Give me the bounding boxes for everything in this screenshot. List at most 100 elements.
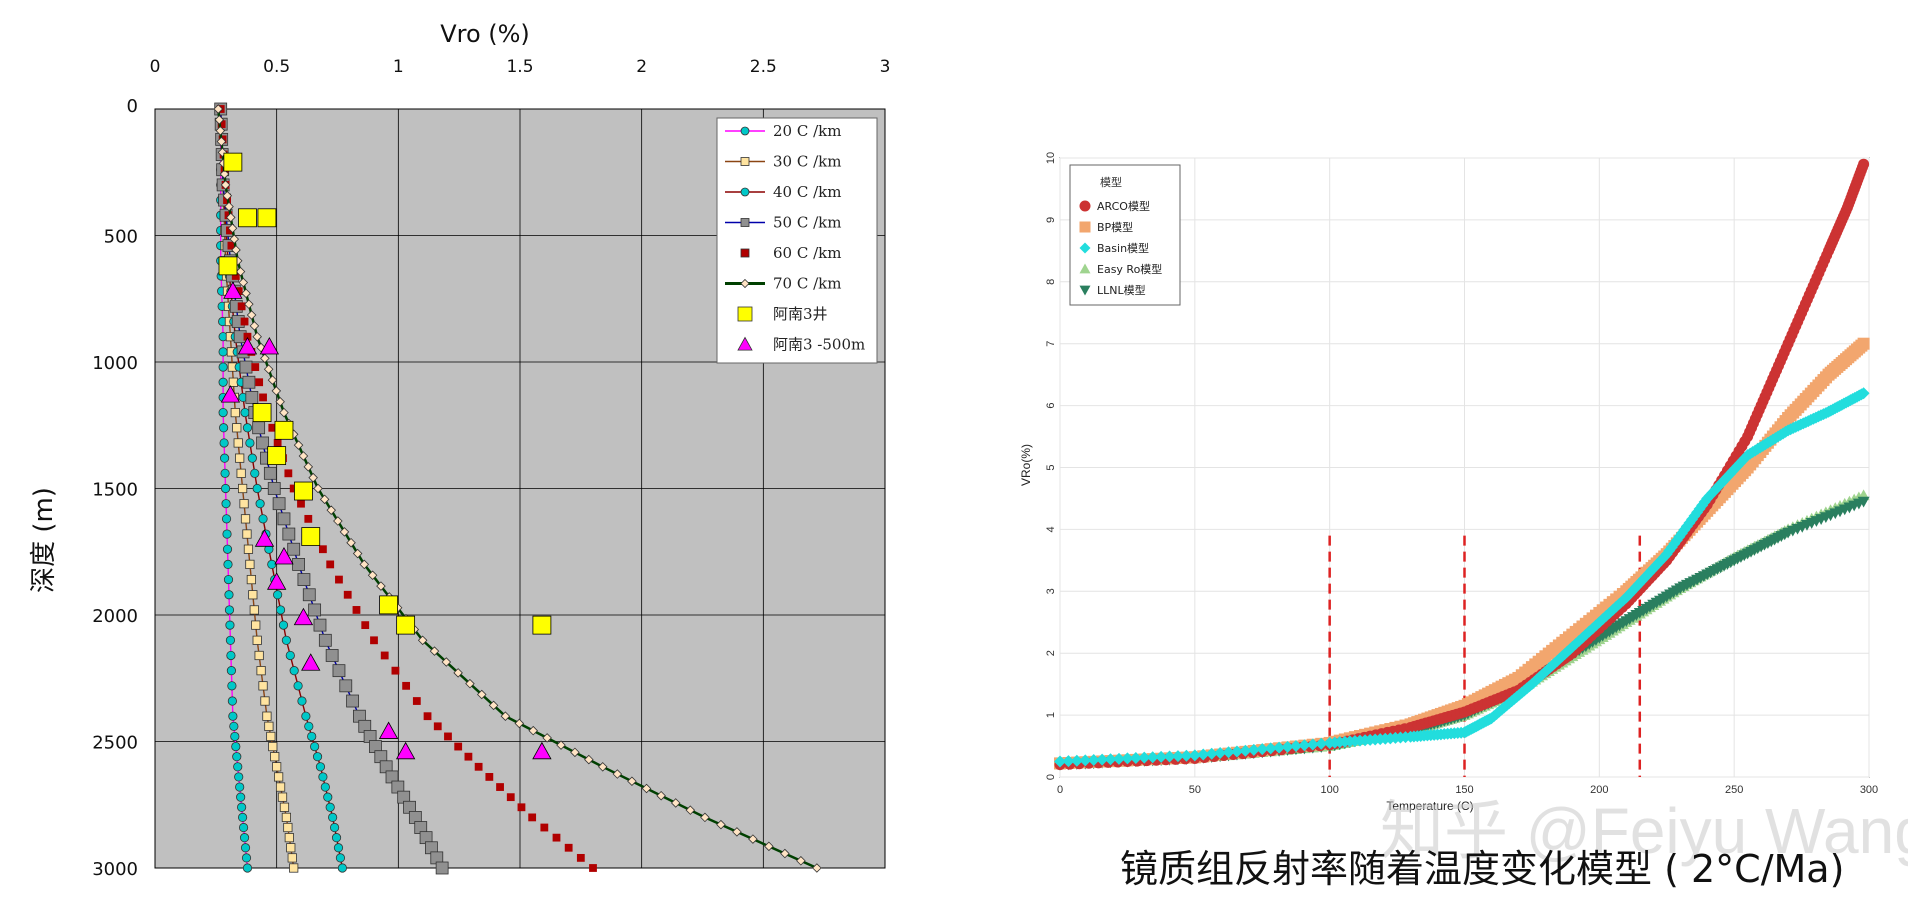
chart1-point	[435, 861, 449, 875]
chart1-point	[251, 620, 261, 630]
chart2-point	[1264, 742, 1277, 755]
chart1-point	[514, 718, 525, 729]
chart2-point	[1683, 516, 1696, 529]
chart1-point	[564, 843, 573, 852]
chart1-point	[227, 696, 237, 706]
chart1-point	[236, 792, 246, 802]
watermark-large: 知乎 @Feiyu Wang	[1380, 795, 1908, 867]
chart1-legend-marker	[740, 187, 750, 197]
chart1-point	[262, 711, 272, 721]
chart1-legend-label: 阿南3井	[773, 305, 828, 323]
chart1-point	[259, 336, 280, 355]
chart1-point	[264, 721, 274, 731]
chart1-point	[542, 733, 552, 743]
chart1-point	[234, 772, 244, 782]
chart1-point	[249, 605, 259, 615]
chart1-point	[233, 762, 243, 772]
chart1-point	[260, 696, 270, 706]
chart1-point	[308, 603, 322, 617]
chart1-point	[670, 798, 681, 808]
chart1-point	[223, 574, 234, 585]
chart1-point	[528, 725, 538, 736]
chart2-point	[1146, 751, 1159, 764]
chart1-point	[219, 453, 230, 463]
chart2-legend-marker	[1079, 242, 1091, 254]
chart2-y-axis-label: VRo(%)	[1019, 444, 1033, 486]
chart2-point	[1247, 743, 1260, 756]
chart1-point	[231, 741, 241, 752]
chart1-point	[252, 331, 262, 342]
chart1-point	[391, 666, 400, 675]
chart2-y-tick-label: 10	[1045, 152, 1057, 164]
chart1-point	[292, 558, 305, 571]
chart1-point	[297, 573, 311, 586]
chart1-point	[576, 853, 585, 862]
chart1-point	[247, 453, 257, 463]
chart2-point	[1138, 751, 1151, 764]
chart1-point	[267, 482, 281, 495]
chart2-point	[1070, 754, 1083, 767]
chart1-y-tick-label: 2000	[92, 606, 138, 627]
chart1-point	[441, 657, 452, 667]
chart1-point	[235, 266, 246, 277]
chart1-point	[242, 529, 252, 539]
chart1-point	[287, 542, 301, 556]
chart1-point	[281, 812, 292, 823]
chart1-point	[226, 666, 237, 676]
chart1-point	[302, 588, 316, 602]
chart1-point	[282, 527, 296, 541]
chart2-point	[1576, 631, 1589, 644]
chart1-point	[540, 823, 549, 832]
chart1-point	[284, 469, 293, 478]
chart1-y-tick-label: 1500	[92, 480, 138, 501]
chart1-point	[271, 386, 282, 396]
chart2-series-2	[1054, 387, 1870, 768]
chart2-point	[1079, 754, 1092, 767]
chart2-y-tick-label: 5	[1045, 464, 1057, 470]
chart2-point	[1857, 387, 1870, 400]
chart1-point	[246, 574, 256, 585]
chart1-point	[251, 363, 260, 371]
chart1-point	[275, 396, 285, 407]
chart1-point	[218, 256, 238, 276]
chart1-point	[252, 421, 266, 435]
chart2-y-tick-label: 0	[1045, 774, 1057, 780]
chart1-point	[289, 666, 299, 676]
chart1-point	[228, 711, 238, 721]
chart1-point	[313, 483, 323, 494]
chart1-point	[279, 802, 290, 812]
chart1-point	[339, 527, 350, 537]
vro-depth-chart: Vro (%) 深度 (m) 0 0.5 1 1.5 2 2.5 3 0 500 1000 150…	[29, 20, 890, 880]
chart2-point	[1696, 499, 1709, 512]
chart2-y-tick-label: 7	[1045, 341, 1057, 347]
chart1-legend: 20 C /km 30 C /km 40 C /km 50 C /km 60 C /km…	[716, 117, 878, 364]
chart1-point	[238, 277, 249, 288]
chart1-point	[465, 678, 475, 689]
chart1-point	[274, 420, 294, 440]
chart1-point	[402, 681, 411, 690]
chart1-point	[423, 712, 432, 721]
chart1-point	[268, 741, 278, 752]
chart1-point	[570, 747, 580, 758]
chart2-legend-label: LLNL模型	[1097, 283, 1146, 297]
chart1-point	[219, 438, 229, 448]
chart1-legend-label: 50 C /km	[773, 214, 841, 232]
chart1-point	[748, 834, 758, 844]
chart1-point	[239, 360, 253, 374]
chart1-x-tick-label: 0.5	[263, 57, 290, 77]
chart1-point	[241, 853, 252, 863]
chart1-point	[780, 848, 790, 859]
chart1-point	[225, 620, 235, 630]
chart2-legend-box	[1069, 164, 1181, 306]
chart1-point	[506, 793, 515, 802]
chart1-point	[318, 633, 332, 647]
chart1-y-tick-label: 2500	[92, 733, 138, 754]
chart2-point	[1315, 737, 1328, 750]
chart1-point	[454, 742, 463, 751]
chart2-point	[1857, 496, 1870, 508]
vro-temperature-chart: VRo(%) Temperature (C) 0 50 100 150 200 250 30…	[1019, 152, 1878, 813]
chart1-point	[279, 407, 289, 418]
chart1-point	[252, 483, 262, 494]
chart1-point	[298, 451, 309, 461]
chart1-point	[237, 483, 248, 494]
